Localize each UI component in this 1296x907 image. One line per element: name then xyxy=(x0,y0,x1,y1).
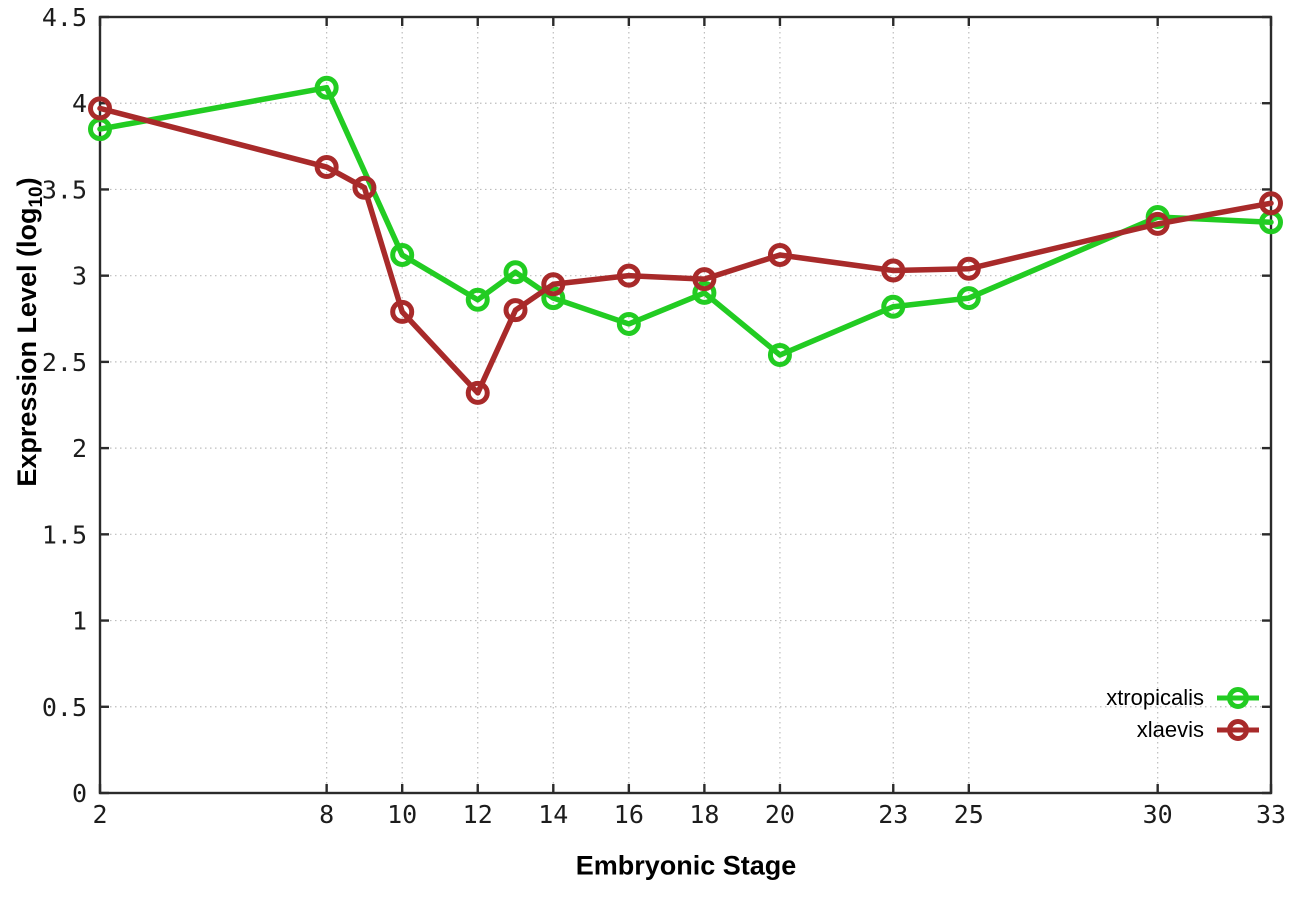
x-tick-label: 12 xyxy=(463,800,493,829)
x-tick-label: 8 xyxy=(319,800,334,829)
data-point-xtropicalis xyxy=(541,286,566,311)
y-tick-label: 0.5 xyxy=(42,693,87,722)
x-tick-label: 25 xyxy=(954,800,984,829)
data-point-xtropicalis xyxy=(465,287,490,312)
data-point-xlaevis xyxy=(1145,211,1170,236)
legend-circle-icon xyxy=(1227,719,1249,741)
data-point-xtropicalis xyxy=(767,342,792,367)
x-tick-label: 18 xyxy=(689,800,719,829)
x-tick-label: 14 xyxy=(538,800,568,829)
data-point-xlaevis xyxy=(465,380,490,405)
x-tick-label: 2 xyxy=(92,800,107,829)
data-point-xlaevis xyxy=(390,299,415,324)
data-point-xlaevis xyxy=(314,155,339,180)
legend: xtropicalis xlaevis xyxy=(1106,685,1260,743)
legend-entry-xlaevis: xlaevis xyxy=(1106,717,1260,743)
y-tick-label: 3 xyxy=(72,262,87,291)
x-tick-label: 33 xyxy=(1256,800,1286,829)
legend-label-xtropicalis: xtropicalis xyxy=(1106,685,1204,710)
x-tick-label: 30 xyxy=(1143,800,1173,829)
legend-marker-xtropicalis xyxy=(1217,687,1259,709)
data-point-xtropicalis xyxy=(881,294,906,319)
y-tick-label: 4 xyxy=(72,89,87,118)
legend-entry-xtropicalis: xtropicalis xyxy=(1106,685,1260,711)
legend-circle-icon xyxy=(1227,687,1249,709)
data-point-xtropicalis xyxy=(956,286,981,311)
data-point-xlaevis xyxy=(767,242,792,267)
y-tick-label: 4.5 xyxy=(42,3,87,32)
y-axis-title-suffix: ) xyxy=(11,177,42,187)
x-tick-label: 23 xyxy=(878,800,908,829)
y-tick-label: 2 xyxy=(72,434,87,463)
y-tick-label: 3.5 xyxy=(42,175,87,204)
data-point-xlaevis xyxy=(881,258,906,283)
y-axis-title-subscript: 10 xyxy=(26,186,48,208)
data-point-xlaevis xyxy=(956,256,981,281)
y-tick-label: 1.5 xyxy=(42,520,87,549)
legend-marker-xlaevis xyxy=(1217,719,1259,741)
x-tick-label: 10 xyxy=(387,800,417,829)
data-point-xtropicalis xyxy=(390,242,415,267)
y-axis-title: Expression Level (log10) xyxy=(12,177,48,486)
data-point-xlaevis xyxy=(88,96,112,121)
data-point-xlaevis xyxy=(1259,191,1283,216)
data-point-xlaevis xyxy=(541,272,566,297)
data-point-xlaevis xyxy=(692,267,717,292)
data-point-xtropicalis xyxy=(503,260,528,285)
series-line-xlaevis xyxy=(97,105,1274,396)
data-point-xtropicalis xyxy=(314,75,339,100)
data-point-xtropicalis xyxy=(616,311,641,336)
y-tick-label: 0 xyxy=(72,779,87,808)
x-tick-label: 16 xyxy=(614,800,644,829)
y-tick-label: 2.5 xyxy=(42,348,87,377)
x-axis-title: Embryonic Stage xyxy=(575,850,797,881)
plot-border xyxy=(98,15,1273,795)
data-point-xlaevis xyxy=(616,263,641,288)
data-point-xlaevis xyxy=(503,298,528,323)
data-point-xlaevis xyxy=(352,175,377,200)
y-tick-label: 1 xyxy=(72,607,87,636)
x-tick-label: 20 xyxy=(765,800,795,829)
legend-label-xlaevis: xlaevis xyxy=(1136,717,1204,742)
y-axis-title-text: Expression Level (log xyxy=(11,207,42,487)
series-line-xtropicalis xyxy=(97,84,1274,358)
data-point-xtropicalis xyxy=(692,280,717,305)
